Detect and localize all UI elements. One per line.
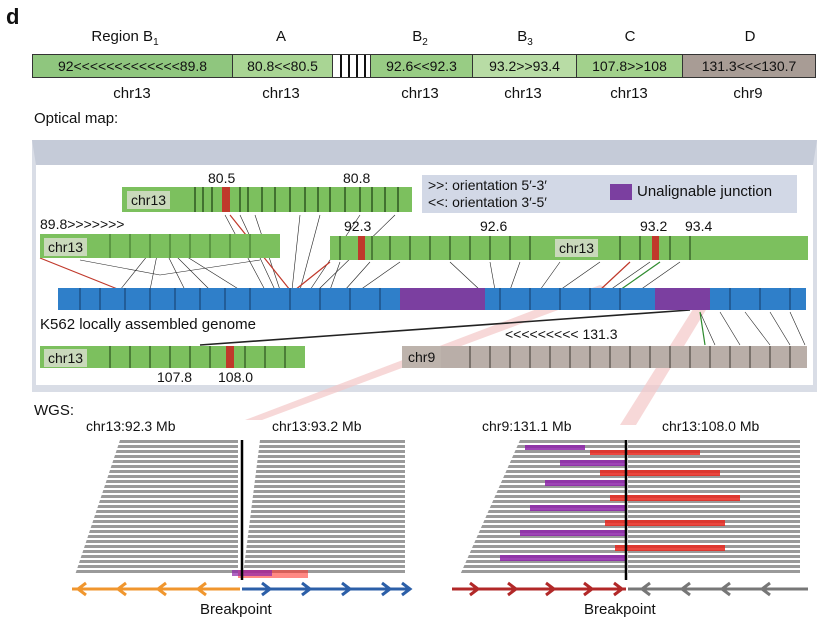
wgs-left-clip-marks [238,570,308,578]
legend-forward: >>: orientation 5′-3′ [428,177,547,193]
junction-swatch-icon [610,184,632,200]
region-title-a: A [275,28,286,45]
wgs-right-title-1: chr9:131.1 Mb [482,418,572,434]
chr9-pos: <<<<<<<<< 131.3 [505,326,618,342]
optical-map-title: Optical map: [34,110,119,127]
region-title-b3: B3 [517,28,533,48]
wgs-left-arrow-heads-2 [261,581,413,597]
region-title-d: D [744,28,756,45]
chr-label-b2: chr13 [401,85,439,102]
track-chr9 [402,346,807,368]
genome-junction-2 [655,288,710,310]
top-pos-2: 80.8 [343,170,371,186]
wgs-left-junction-reads [232,570,272,576]
region-title-b1: Region B1 [91,28,159,48]
legend-junction: Unalignable junction [637,183,773,200]
wgs-left-title-1: chr13:92.3 Mb [86,418,176,434]
bottom-chr-label: chr13 [44,349,88,367]
chr-label-b1: chr13 [113,85,151,102]
chr-label-d: chr9 [733,85,763,102]
region-bar: 92<<<<<<<<<<<<<89.8 80.8<<80.5 92.6<<92.… [32,54,816,78]
green-alignment-lines [619,261,706,346]
genome-bands [79,288,791,310]
track-left-bands [109,234,251,258]
legend-reverse: <<: orientation 3′-5′ [428,194,547,210]
top-pos-1: 80.5 [208,170,236,186]
segment-a: 80.8<<80.5 [233,55,333,77]
track-top-chr13 [122,187,412,212]
bottom-pos-2: 108.0 [218,369,254,385]
chr-label-c: chr13 [610,85,648,102]
track-chr9-bands [469,346,791,368]
wgs-right-pileup-2 [628,440,800,575]
segment-d: 131.3<<<130.7 [683,55,815,77]
wgs-title: WGS: [34,402,74,419]
wgs-left-pileup-2 [243,440,405,575]
track-bottom-marker [226,346,234,368]
track-top-bands [194,187,399,212]
right-pos-1: 92.3 [344,218,372,234]
right-pos-4: 93.4 [685,218,713,234]
chr9-label: chr9 [402,346,442,368]
left-pos: 89.8>>>>>>> [40,216,125,232]
track-right-marker-2 [652,236,659,260]
wgs-right-arrow-heads-2 [639,581,771,597]
track-right-bands [339,236,691,260]
bottom-pos-1: 107.8 [157,369,193,385]
right-pos-2: 92.6 [480,218,508,234]
track-top-marker [222,187,230,212]
wgs-right-colored-reads [500,445,740,561]
track-right-marker-1 [358,236,365,260]
wgs-left-arrow-heads-1 [75,581,207,597]
map-perspective-band [32,140,817,165]
wgs-left-title-2: chr13:93.2 Mb [272,418,362,434]
region-title-b2: B2 [412,28,428,48]
chr-label-a: chr13 [262,85,300,102]
genome-label: K562 locally assembled genome [40,316,256,333]
segment-b1: 92<<<<<<<<<<<<<89.8 [33,55,233,77]
right-pos-3: 93.2 [640,218,668,234]
top-chr-label: chr13 [127,191,171,209]
optical-map-legend [422,175,797,213]
right-chr-label: chr13 [555,239,599,257]
segment-gap [333,55,371,77]
breakpoint-label-left: Breakpoint [200,601,272,618]
wgs-right-arrow-heads-1 [469,581,625,597]
track-bottom-chr13 [40,346,305,368]
segment-b2: 92.6<<92.3 [371,55,473,77]
wgs-right-title-2: chr13:108.0 Mb [662,418,760,434]
left-chr-label: chr13 [44,238,88,256]
chr-label-b3: chr13 [504,85,542,102]
gap-hatch-icon [340,55,366,77]
breakpoint-label-right: Breakpoint [584,601,656,618]
genome-junction-1 [400,288,485,310]
segment-c: 107.8>>108 [577,55,683,77]
region-title-c: C [624,28,636,45]
segment-b3: 93.2>>93.4 [473,55,577,77]
wgs-left-pileup-1 [75,440,238,575]
panel-letter: d [6,4,20,29]
alignment-lines [79,214,806,346]
track-bottom-bands [109,346,286,368]
